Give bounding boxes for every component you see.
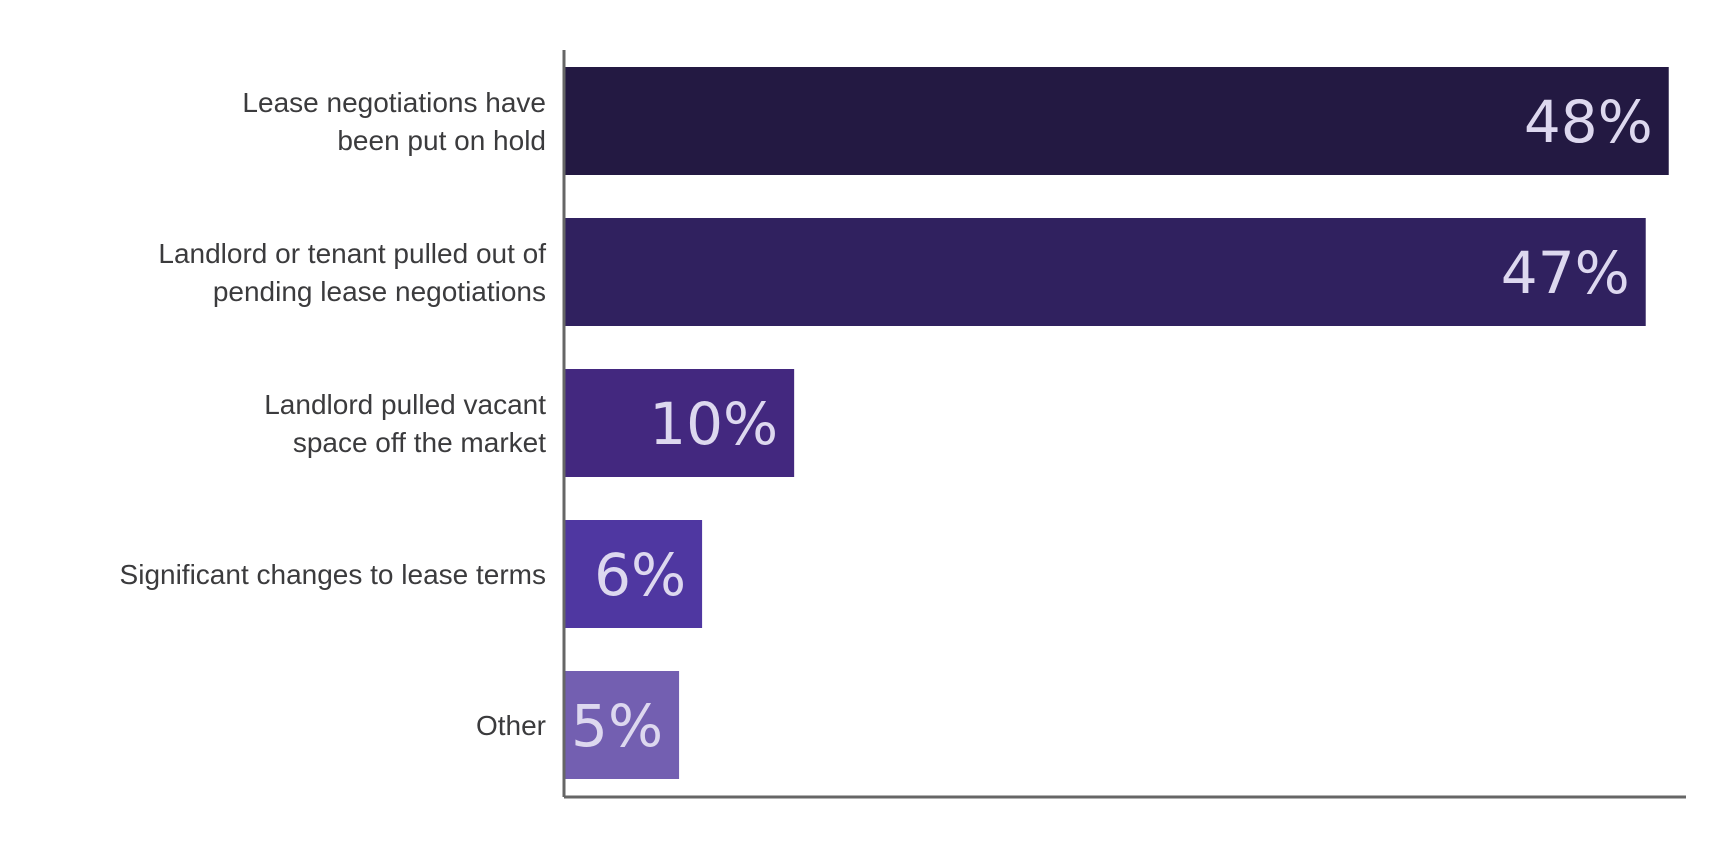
category-label-4: Significant changes to lease terms [120,559,546,590]
bar-value-label-4: 6% [594,541,686,609]
category-label-line: Landlord or tenant pulled out of [158,238,546,269]
category-label-1: Lease negotiations have been put on hold [242,87,546,156]
category-labels-layer: Lease negotiations have been put on holdL… [120,87,547,741]
bar-value-label-5: 5% [571,692,663,760]
category-label-line: space off the market [293,427,546,458]
bar-2 [564,218,1646,326]
category-label-line: Other [476,710,546,741]
bar-value-label-2: 47% [1501,239,1630,307]
category-label-line: Landlord pulled vacant [264,389,546,420]
category-label-line: Lease negotiations have [242,87,546,118]
bar-value-label-3: 10% [649,390,778,458]
bar-1 [564,67,1669,175]
bar-value-label-1: 48% [1524,88,1653,156]
category-label-line: pending lease negotiations [213,276,546,307]
category-label-line: Significant changes to lease terms [120,559,546,590]
category-label-line: been put on hold [337,125,546,156]
category-label-3: Landlord pulled vacant space off the mark… [264,389,546,458]
bar-5 [564,671,680,779]
bar-4 [564,520,703,628]
bar-3 [564,369,795,477]
category-label-2: Landlord or tenant pulled out of pending … [158,238,546,307]
bars-layer: 48% 47% 10% 6% 5% [564,67,1669,779]
category-label-5: Other [476,710,546,741]
